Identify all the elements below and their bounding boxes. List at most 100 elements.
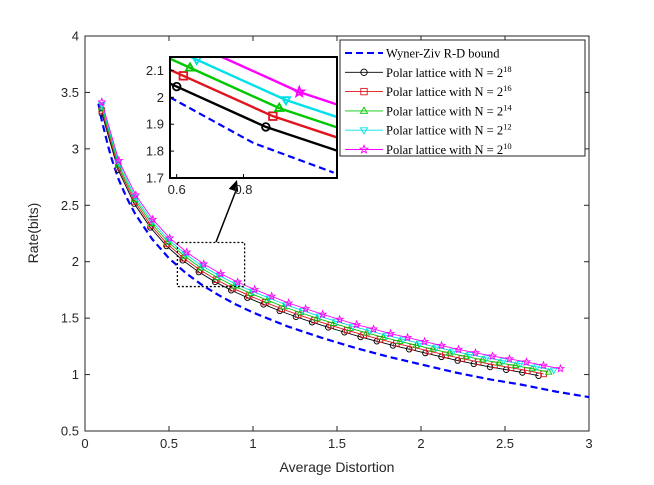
inset-series-12	[187, 57, 337, 119]
x-tick-label: 1.5	[328, 436, 346, 451]
legend-exponent: 10	[503, 141, 512, 151]
legend: Wyner-Ziv R-D bound Polar lattice with N …	[339, 39, 586, 157]
y-axis-label: Rate(bits)	[25, 203, 41, 264]
data-point-triangle-down	[516, 361, 525, 368]
data-point-triangle-up	[197, 263, 205, 271]
inset-y-tick-label: 1.8	[146, 144, 164, 159]
data-point-triangle-up	[528, 364, 536, 372]
inset-series-16	[170, 68, 337, 139]
data-point-star	[368, 324, 379, 334]
data-point-star	[487, 351, 498, 361]
y-tick-label: 1.5	[61, 311, 79, 326]
y-tick-label: 2.5	[61, 198, 79, 213]
zoom-region-box	[176, 241, 246, 288]
data-point-star	[216, 268, 226, 278]
legend-label-series: Polar lattice with N = 212	[386, 122, 512, 138]
inset-y-tick-label: 1.9	[146, 117, 164, 132]
data-point-star	[249, 284, 260, 294]
data-point-triangle-down	[466, 351, 474, 359]
data-point-star	[358, 144, 370, 154]
inset-series-18	[170, 81, 337, 152]
data-point-triangle-up	[511, 361, 520, 369]
data-point-star	[233, 277, 243, 287]
data-point-star	[351, 319, 362, 329]
data-point-square	[178, 71, 189, 81]
data-point-circle	[261, 122, 271, 132]
x-tick-label: 1	[249, 436, 256, 451]
legend-exponent: 16	[503, 83, 512, 93]
legend-label-series: Polar lattice with N = 218	[386, 64, 512, 80]
inset-y-tick-label: 2	[157, 90, 164, 105]
data-point-triangle-down	[280, 96, 292, 107]
data-point-star	[555, 363, 566, 373]
series-polar-lattice-2-10	[97, 97, 566, 373]
x-tick-label: 2	[417, 436, 424, 451]
data-point-star	[292, 84, 307, 99]
inset-series-10	[205, 57, 337, 106]
x-tick-label: 0	[81, 436, 88, 451]
data-point-triangle-up	[462, 352, 470, 360]
data-point-triangle-down	[181, 251, 190, 259]
data-point-circle	[360, 68, 368, 76]
data-point-triangle-down	[533, 364, 541, 372]
y-tick-label: 0.5	[61, 424, 79, 439]
data-point-triangle-up	[478, 355, 487, 363]
data-point-triangle-up	[428, 345, 437, 352]
data-point-star	[334, 314, 345, 324]
y-tick-label: 2	[72, 254, 79, 269]
data-point-star	[131, 190, 141, 200]
data-point-triangle-down	[415, 340, 424, 348]
data-point-star	[199, 259, 209, 269]
data-point-triangle-up	[359, 106, 369, 114]
inset-x-tick-label: 0.6	[168, 182, 186, 197]
inset-series-14	[170, 57, 337, 129]
main-ticks: 0 0.5 1 1.5 2 2.5 30.511.522.533.54	[61, 29, 593, 452]
legend-exponent: 12	[503, 122, 512, 132]
data-point-triangle-up	[395, 337, 404, 344]
inset-zoom-plot: 0.6 0.8 1.7 1.8 1.9 2 2.1	[146, 56, 338, 197]
zoom-arrowhead	[228, 180, 239, 193]
data-point-triangle-up	[412, 341, 421, 348]
legend-label-bound: Wyner-Ziv R-D bound	[386, 47, 500, 61]
legend-label-series: Polar lattice with N = 214	[386, 102, 512, 118]
data-point-star	[148, 214, 158, 224]
data-point-star	[97, 97, 107, 107]
data-point-triangle-up	[263, 296, 272, 303]
data-point-star	[385, 328, 396, 338]
data-point-star	[317, 309, 328, 319]
data-point-triangle-down	[432, 344, 441, 352]
inset-series-line	[170, 57, 337, 129]
legend-label-series: Polar lattice with N = 216	[386, 83, 512, 99]
data-point-circle	[171, 81, 182, 92]
data-point-triangle-up	[379, 333, 388, 340]
data-point-triangle-up	[273, 101, 285, 112]
data-point-star	[470, 347, 481, 357]
data-point-triangle-down	[499, 358, 508, 365]
inset-background	[170, 57, 337, 178]
data-point-star	[283, 298, 294, 308]
x-axis-label: Average Distortion	[280, 459, 395, 475]
data-point-star	[538, 360, 549, 370]
inset-frame	[169, 56, 338, 179]
inset-y-tick-label: 1.7	[146, 171, 164, 186]
data-point-triangle-down	[365, 328, 374, 335]
data-point-square	[360, 87, 368, 96]
x-tick-label: 2.5	[496, 436, 514, 451]
inset-y-tick-label: 2.1	[146, 63, 164, 78]
data-point-star	[521, 357, 532, 366]
series-line-wyner-ziv-bound	[97, 103, 590, 399]
data-point-triangle-down	[549, 367, 558, 375]
inset-series-line	[187, 57, 337, 119]
inset-x-tick-label: 0.8	[234, 182, 252, 197]
data-point-triangle-down	[482, 355, 491, 363]
y-tick-label: 4	[72, 29, 79, 44]
data-point-triangle-up	[280, 302, 288, 310]
data-point-triangle-down	[382, 332, 391, 340]
inset-series-line	[170, 68, 337, 139]
series-line	[101, 113, 539, 377]
data-point-triangle-down	[191, 57, 202, 66]
data-point-triangle-down	[198, 263, 207, 271]
data-point-triangle-up	[544, 367, 553, 375]
y-tick-label: 1	[72, 367, 79, 382]
